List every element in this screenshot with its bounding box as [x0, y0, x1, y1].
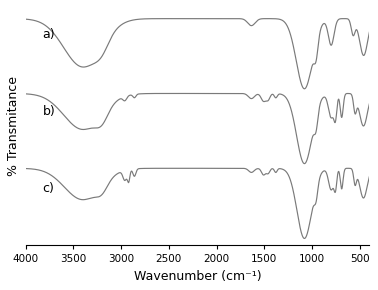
X-axis label: Wavenumber (cm⁻¹): Wavenumber (cm⁻¹): [134, 270, 261, 283]
Text: a): a): [43, 28, 55, 41]
Text: b): b): [43, 105, 56, 118]
Text: c): c): [43, 182, 54, 195]
Y-axis label: % Transmitance: % Transmitance: [7, 76, 20, 176]
